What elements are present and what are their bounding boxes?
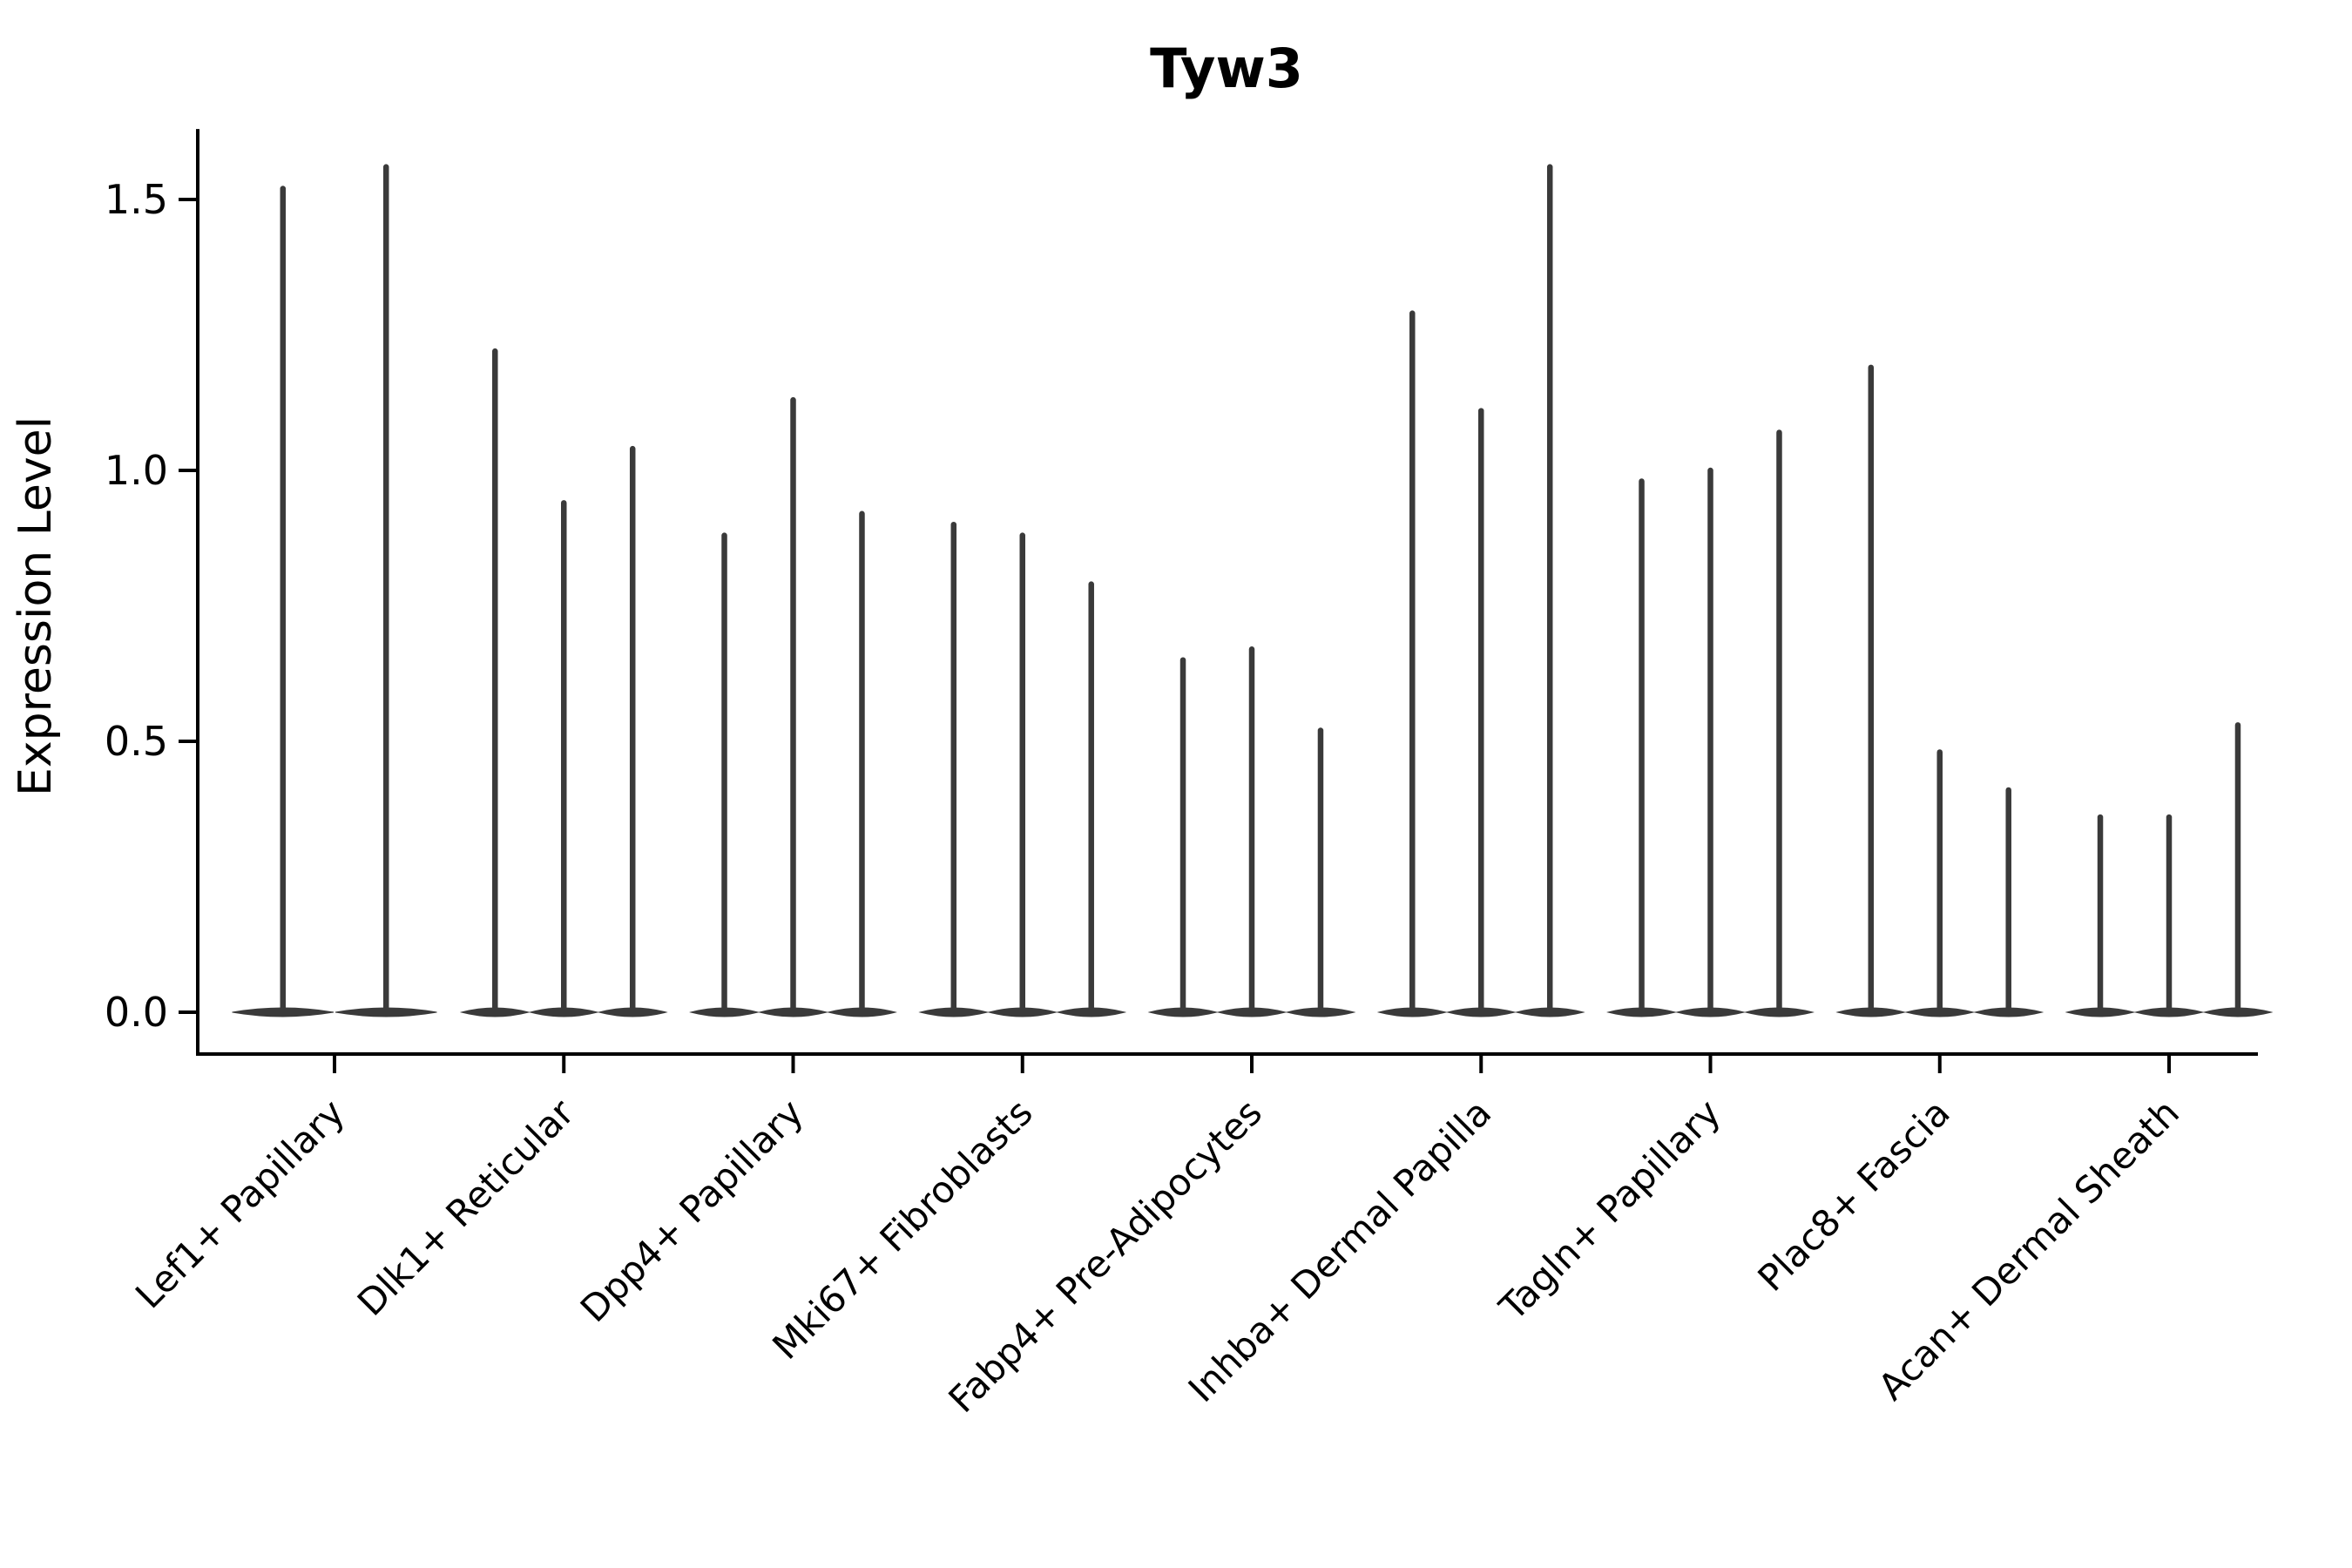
x-category-label: Tagln+ Papillary <box>1490 1091 1728 1328</box>
y-tick-label: 1.0 <box>105 447 168 494</box>
x-category-label: Mki67+ Fibroblasts <box>764 1091 1040 1367</box>
y-axis-title: Expression Level <box>10 416 62 796</box>
y-tick-label: 1.5 <box>105 176 168 223</box>
y-tick-label: 0.5 <box>105 718 168 765</box>
y-tick-label: 0.0 <box>105 989 168 1036</box>
x-category-label: Lef1+ Papillary <box>127 1091 353 1316</box>
x-category-label: Dlk1+ Reticular <box>349 1091 583 1324</box>
plot-title: Tyw3 <box>1150 37 1303 100</box>
x-category-label: Plac8+ Fascia <box>1749 1091 1957 1299</box>
x-category-label: Dpp4+ Papillary <box>572 1091 812 1330</box>
